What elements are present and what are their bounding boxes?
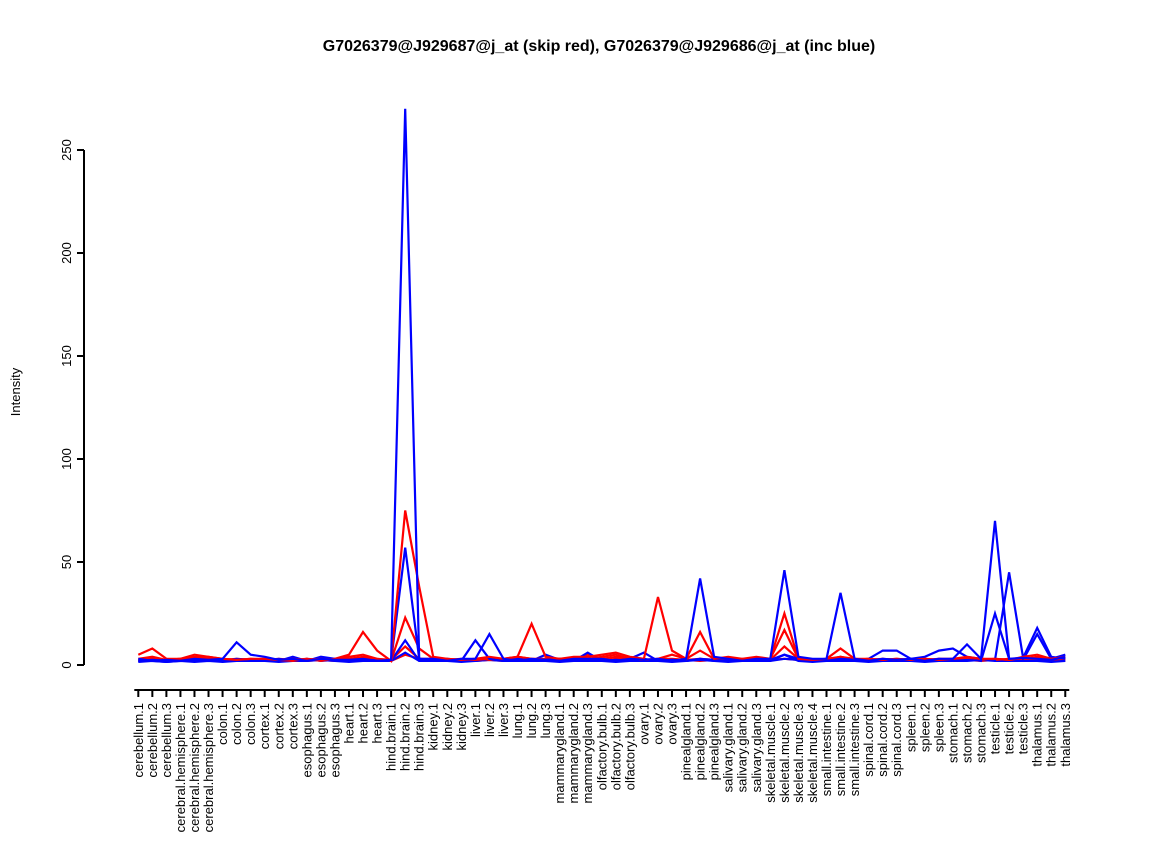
- x-tick-label: thalamus.3: [1058, 703, 1073, 767]
- x-tick-label: esophagus.2: [313, 703, 328, 777]
- x-tick-label: skeletal.muscle.2: [777, 703, 792, 803]
- x-tick-label: stomach.2: [959, 703, 974, 763]
- x-tick-label: salivary.gland.2: [735, 703, 750, 792]
- x-tick-label: spinal.cord.2: [875, 703, 890, 777]
- x-tick-label: salivary.gland.3: [749, 703, 764, 792]
- x-tick-label: kidney.2: [440, 703, 455, 750]
- x-tick-label: thalamus.2: [1044, 703, 1059, 767]
- y-tick-label: 150: [59, 345, 74, 367]
- x-tick-label: skeletal.muscle.4: [805, 703, 820, 803]
- x-tick-label: olfactory.bulb.3: [622, 703, 637, 790]
- x-tick-label: kidney.1: [426, 703, 441, 750]
- x-tick-label: hind.brain.3: [412, 703, 427, 771]
- x-tick-label: lung.2: [524, 703, 539, 738]
- y-tick-label: 100: [59, 448, 74, 470]
- y-axis-title: Intensity: [8, 367, 23, 416]
- x-tick-label: cerebral.hemisphere.2: [187, 703, 202, 832]
- x-tick-label: salivary.gland.1: [721, 703, 736, 792]
- x-tick-label: kidney.3: [454, 703, 469, 750]
- x-tick-label: small.intestine.2: [833, 703, 848, 796]
- x-tick-label: liver.1: [468, 703, 483, 737]
- x-tick-label: spinal.cord.3: [889, 703, 904, 777]
- x-tick-label: skeletal.muscle.1: [763, 703, 778, 803]
- x-tick-label: ovary.3: [665, 703, 680, 745]
- x-tick-label: hind.brain.2: [398, 703, 413, 771]
- x-tick-label: mammarygland.1: [552, 703, 567, 803]
- x-tick-label: cerebellum.3: [159, 703, 174, 777]
- x-tick-label: liver.2: [482, 703, 497, 737]
- x-tick-label: testicle.2: [1002, 703, 1017, 754]
- x-tick-label: stomach.3: [974, 703, 989, 763]
- x-tick-label: stomach.1: [945, 703, 960, 763]
- x-tick-label: heart.3: [370, 703, 385, 743]
- x-axis: cerebellum.1 cerebellum.2 cerebellum.3 cere…: [131, 689, 1073, 832]
- x-tick-label: liver.3: [496, 703, 511, 737]
- x-tick-label: mammarygland.3: [580, 703, 595, 803]
- x-tick-label: colon.2: [229, 703, 244, 745]
- chart-title: G7026379@J929687@j_at (skip red), G70263…: [323, 38, 876, 55]
- x-tick-label: testicle.1: [988, 703, 1003, 754]
- x-tick-label: ovary.1: [636, 703, 651, 745]
- y-tick-label: 0: [59, 661, 74, 668]
- x-tick-label: cerebellum.2: [145, 703, 160, 777]
- x-tick-label: olfactory.bulb.1: [594, 703, 609, 790]
- x-tick-label: cerebellum.1: [131, 703, 146, 777]
- y-tick-label: 250: [59, 139, 74, 161]
- x-tick-label: mammarygland.2: [566, 703, 581, 803]
- x-tick-label: small.intestine.3: [847, 703, 862, 796]
- x-tick-label: pinealgland.2: [693, 703, 708, 780]
- x-tick-label: pinealgland.1: [679, 703, 694, 780]
- x-tick-label: heart.2: [356, 703, 371, 743]
- x-tick-label: ovary.2: [650, 703, 665, 745]
- x-tick-label: lung.3: [538, 703, 553, 738]
- x-tick-label: cerebral.hemisphere.3: [201, 703, 216, 832]
- series-line-blue-2: [138, 547, 1066, 663]
- x-tick-label: colon.1: [215, 703, 230, 745]
- x-tick-label: hind.brain.1: [384, 703, 399, 771]
- x-tick-label: lung.1: [510, 703, 525, 738]
- y-axis: 0 50 100 150 200 250: [59, 139, 85, 669]
- x-tick-label: cortex.3: [285, 703, 300, 749]
- x-tick-label: spleen.2: [917, 703, 932, 752]
- x-tick-label: small.intestine.1: [819, 703, 834, 796]
- x-tick-label: thalamus.1: [1030, 703, 1045, 767]
- x-tick-label: spinal.cord.1: [861, 703, 876, 777]
- x-tick-label: esophagus.1: [299, 703, 314, 777]
- x-tick-label: esophagus.3: [327, 703, 342, 777]
- y-tick-label: 50: [59, 555, 74, 569]
- x-tick-label: spleen.3: [931, 703, 946, 752]
- series-line-blue-1: [138, 108, 1066, 663]
- series-lines: [137, 108, 1066, 664]
- series-line-red-1: [137, 510, 1066, 663]
- x-tick-label: spleen.1: [903, 703, 918, 752]
- x-tick-label: olfactory.bulb.2: [608, 703, 623, 790]
- x-tick-label: pinealgland.3: [707, 703, 722, 780]
- x-tick-label: cortex.1: [257, 703, 272, 749]
- x-tick-label: skeletal.muscle.3: [791, 703, 806, 803]
- x-tick-label: heart.1: [341, 703, 356, 743]
- x-tick-label: cerebral.hemisphere.1: [173, 703, 188, 832]
- y-tick-label: 200: [59, 242, 74, 264]
- x-tick-label: colon.3: [243, 703, 258, 745]
- x-tick-label: cortex.2: [271, 703, 286, 749]
- x-tick-label: testicle.3: [1016, 703, 1031, 754]
